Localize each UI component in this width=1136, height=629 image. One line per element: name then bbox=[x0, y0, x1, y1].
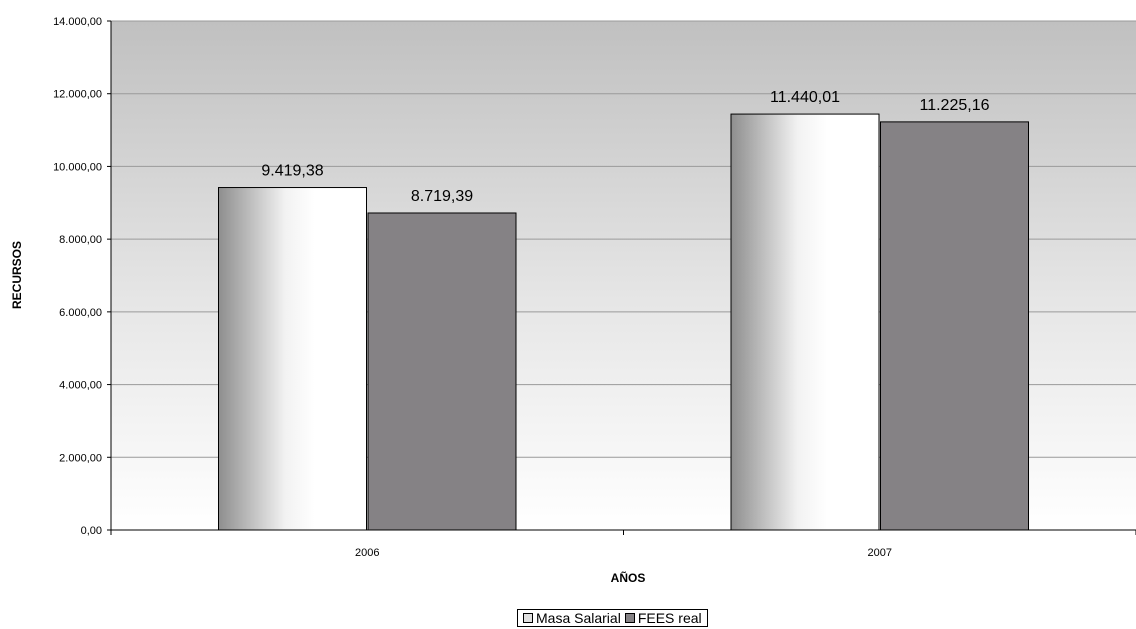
legend-swatch-masa-salarial bbox=[523, 613, 533, 623]
legend-swatch-fees-real bbox=[624, 613, 635, 623]
data-label: 11.225,16 bbox=[920, 97, 990, 114]
y-tick-label: 2.000,00 bbox=[59, 452, 102, 464]
bar-masa-salarial-2006 bbox=[218, 187, 367, 531]
y-tick-labels: 0,00 2.000,00 4.000,00 6.000,00 8.000,00 10.0… bbox=[53, 16, 102, 537]
y-tick-label: 14.000,00 bbox=[53, 16, 102, 28]
axes bbox=[107, 20, 1136, 535]
y-tick-label: 8.000,00 bbox=[59, 234, 102, 246]
legend-item-fees-real: FEES real bbox=[624, 610, 702, 626]
bar-masa-salarial-2007 bbox=[730, 113, 880, 531]
data-label: 11.440,01 bbox=[770, 89, 840, 106]
legend-label-fees-real: FEES real bbox=[637, 610, 702, 626]
y-tick-label: 6.000,00 bbox=[59, 307, 102, 319]
y-tick-label: 4.000,00 bbox=[59, 380, 102, 392]
legend: Masa Salarial FEES real bbox=[517, 609, 708, 627]
bar-chart: 0,00 2.000,00 4.000,00 6.000,00 8.000,00 10.0… bbox=[10, 16, 1136, 585]
x-axis-title: AÑOS bbox=[611, 570, 646, 585]
x-tick-labels: 2006 2007 bbox=[355, 547, 892, 559]
y-tick-label: 10.000,00 bbox=[53, 161, 102, 173]
legend-label-masa-salarial: Masa Salarial bbox=[536, 610, 621, 626]
y-tick-label: 0,00 bbox=[81, 525, 102, 537]
data-label: 8.719,39 bbox=[411, 188, 473, 205]
y-tick-label: 12.000,00 bbox=[53, 89, 102, 101]
y-axis-title: RECURSOS bbox=[10, 241, 24, 309]
x-tick-label: 2007 bbox=[868, 547, 892, 559]
data-labels: 9.419,38 8.719,39 11.440,01 11.225,16 bbox=[261, 89, 989, 205]
bar-fees-real-2006 bbox=[367, 212, 517, 531]
x-tick-label: 2006 bbox=[355, 547, 379, 559]
data-label: 9.419,38 bbox=[261, 163, 323, 180]
bar-fees-real-2007 bbox=[880, 121, 1029, 531]
legend-item-masa-salarial: Masa Salarial bbox=[523, 610, 621, 626]
